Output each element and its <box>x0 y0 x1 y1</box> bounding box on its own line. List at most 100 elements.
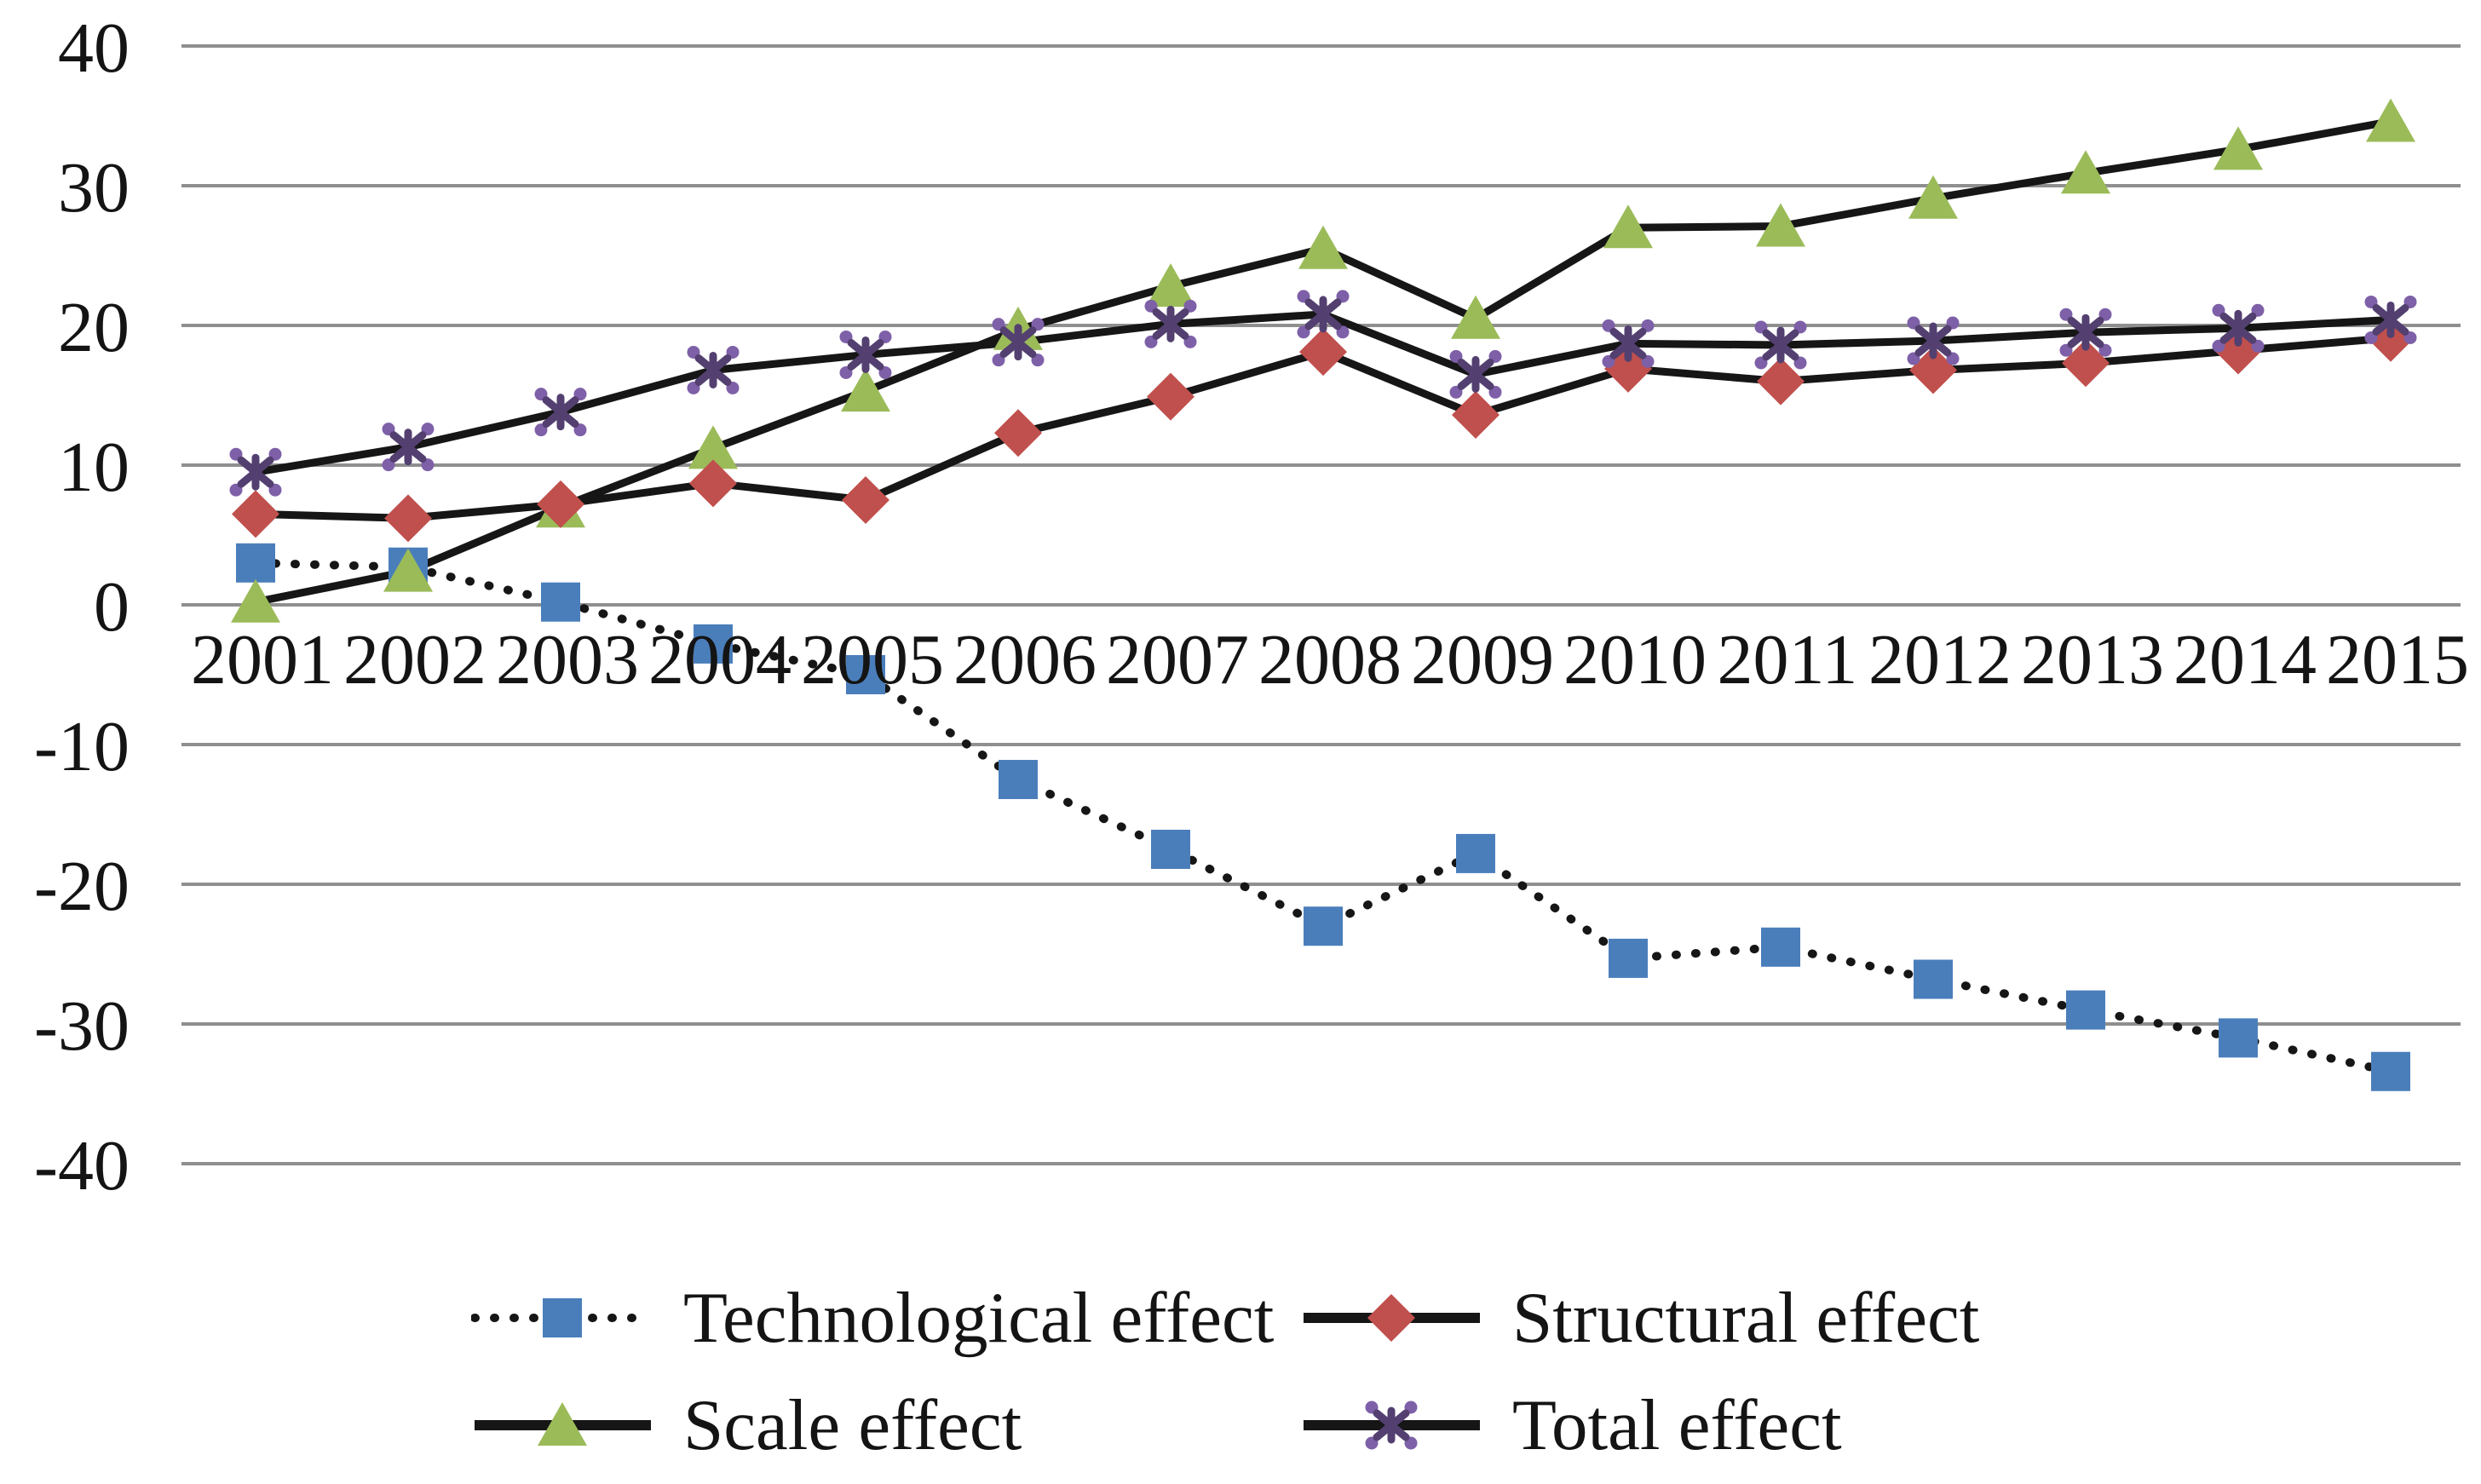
x-axis-tick-label: 2013 <box>2021 620 2164 699</box>
structural-effect-marker <box>1757 357 1805 406</box>
structural-effect-marker <box>994 409 1042 457</box>
asterisk-cross <box>1609 325 1647 362</box>
structural-effect-marker <box>689 459 737 508</box>
scale-effect-marker <box>1298 225 1348 269</box>
technological-effect-marker <box>1304 906 1343 946</box>
scale-effect-marker <box>688 425 738 469</box>
x-axis-tick-label: 2012 <box>1868 620 2012 699</box>
legend-item-total-effect: Total effect <box>1300 1378 1842 1472</box>
legend-item-technological-effect: Technological effect <box>471 1271 1300 1365</box>
total-effect-legend-marker-icon <box>1304 1401 1480 1450</box>
structural-effect-marker <box>842 476 889 524</box>
x-axis-tick-label: 2001 <box>191 620 334 699</box>
structural-effect-marker <box>1452 390 1500 439</box>
technological-effect-marker <box>1151 830 1190 869</box>
total-effect-marker <box>1907 316 1960 365</box>
scale-effect-marker <box>1756 203 1805 247</box>
asterisk-cross <box>694 351 732 388</box>
scale-effect-marker <box>231 578 280 623</box>
technological-effect-marker <box>1456 833 1495 873</box>
total-effect-marker <box>1297 290 1350 339</box>
x-axis-tick-label: 2010 <box>1563 620 1707 699</box>
y-axis-tick-label: 30 <box>58 148 130 227</box>
scale-effect-legend-marker-icon <box>475 1402 651 1446</box>
technological-effect-marker <box>1761 927 1800 967</box>
asterisk-cross <box>1762 326 1799 364</box>
y-axis-tick-label: 40 <box>58 9 130 88</box>
total-effect-marker <box>2364 295 2417 344</box>
legend-label-structural-effect: Structural effect <box>1512 1277 1980 1358</box>
asterisk-cross <box>2067 313 2104 351</box>
chart-legend: Technological effect Structural effect S… <box>471 1264 1979 1479</box>
structural-effect-marker <box>232 490 279 538</box>
x-axis-tick-label: 2009 <box>1411 620 1554 699</box>
legend-item-structural-effect: Structural effect <box>1300 1271 1979 1365</box>
asterisk-cross <box>1457 355 1494 393</box>
technological-effect-marker <box>543 1298 582 1337</box>
y-axis-tick-label: 10 <box>58 428 130 507</box>
technological-effect-marker <box>2371 1051 2410 1091</box>
y-axis-tick-label: 0 <box>94 567 130 647</box>
total-effect-marker <box>839 330 892 379</box>
structural-effect-marker <box>1909 346 1957 394</box>
asterisk-cross <box>1914 322 1952 359</box>
technological-effect-marker <box>1914 959 1953 999</box>
total-effect-marker <box>1602 319 1655 368</box>
x-axis-tick-label: 2002 <box>343 620 486 699</box>
structural-effect-marker <box>1147 372 1194 421</box>
total-effect-marker <box>534 388 587 437</box>
technological-effect-marker <box>2219 1018 2258 1058</box>
y-axis-tick-label: -10 <box>34 707 130 786</box>
x-axis-tick-label: 2004 <box>648 620 792 699</box>
asterisk-cross <box>1373 1406 1410 1444</box>
technological-effect-marker <box>846 655 885 694</box>
legend-label-scale-effect: Scale effect <box>683 1384 1022 1465</box>
total-effect-marker <box>1365 1401 1418 1450</box>
technological-effect-marker <box>999 760 1038 799</box>
total-effect-marker <box>1144 299 1197 348</box>
technological-effect-marker <box>694 624 733 664</box>
asterisk-cross <box>1152 305 1189 342</box>
legend-row-2: Scale effect Total effect <box>471 1372 1979 1479</box>
scale-effect-marker <box>2213 126 2263 170</box>
x-axis-tick-label: 2006 <box>953 620 1097 699</box>
technological-effect-marker <box>1609 938 1648 978</box>
total-effect-marker <box>1449 349 1502 399</box>
legend-item-scale-effect: Scale effect <box>471 1378 1300 1472</box>
technological-effect-marker <box>541 582 580 622</box>
legend-label-technological-effect: Technological effect <box>683 1277 1275 1358</box>
asterisk-cross <box>542 394 579 431</box>
asterisk-cross <box>2372 301 2409 338</box>
total-effect-marker <box>1754 320 1807 370</box>
y-axis-tick-label: 20 <box>58 288 130 367</box>
y-axis-tick-label: -20 <box>34 847 130 926</box>
asterisk-cross <box>237 453 274 491</box>
legend-row-1: Technological effect Structural effect <box>471 1264 1979 1372</box>
scale-effect-marker <box>2366 98 2415 142</box>
asterisk-cross <box>1304 296 1342 333</box>
total-effect-marker <box>687 345 740 394</box>
structural-effect-marker <box>537 480 584 528</box>
total-effect-marker <box>2212 303 2265 353</box>
x-axis-tick-label: 2014 <box>2173 620 2317 699</box>
structural-effect-legend-marker-icon <box>1304 1294 1480 1342</box>
structural-effect-marker <box>2062 339 2110 388</box>
asterisk-cross <box>847 336 884 373</box>
scale-effect-marker <box>538 1402 587 1446</box>
scale-effect-marker <box>841 368 890 412</box>
asterisk-cross <box>389 429 427 466</box>
x-axis-tick-label: 2015 <box>2326 620 2469 699</box>
y-axis-tick-label: -40 <box>34 1126 130 1205</box>
scale-effect-marker <box>1603 204 1653 249</box>
legend-label-total-effect: Total effect <box>1512 1384 1842 1465</box>
total-effect-marker <box>992 318 1045 367</box>
x-axis-tick-label: 2007 <box>1106 620 1249 699</box>
y-axis-tick-label: -30 <box>34 986 130 1066</box>
structural-effect-marker <box>1299 328 1347 377</box>
x-axis-tick-label: 2011 <box>1718 620 1858 699</box>
total-effect-marker <box>2059 308 2112 357</box>
total-effect-marker <box>382 423 435 472</box>
technological-effect-marker <box>2066 990 2105 1030</box>
